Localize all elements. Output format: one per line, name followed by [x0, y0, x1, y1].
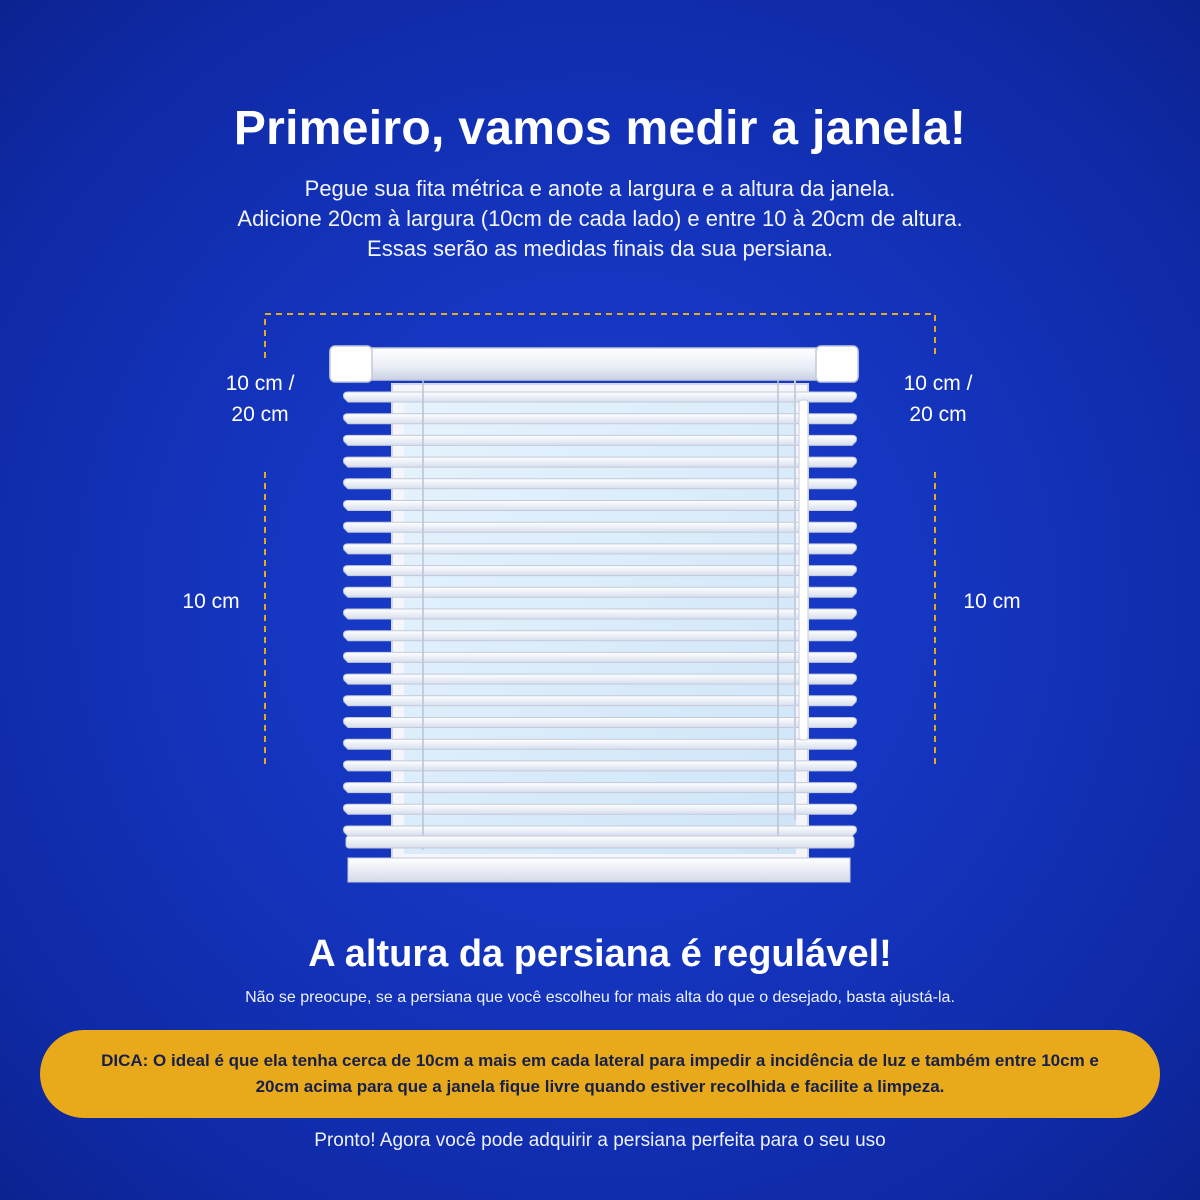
right-side-measurement: 10 cm — [963, 590, 1021, 613]
footer-text: Pronto! Agora você pode adquirir a persi… — [314, 1130, 886, 1151]
blind-slat — [343, 717, 857, 728]
blind-slat — [343, 825, 857, 837]
page-title: Primeiro, vamos medir a janela! — [233, 102, 967, 155]
blind-slat — [343, 651, 857, 663]
tilt-wand — [798, 399, 809, 741]
tip-text: DICA: O ideal é que ela tenha cerca de 1… — [101, 1051, 1099, 1096]
measurement-text: 10 cm / — [225, 372, 295, 395]
head-rail-body — [329, 347, 859, 381]
cord — [794, 380, 809, 820]
blind-slat — [343, 695, 857, 707]
blind-slat — [343, 782, 857, 794]
adjustable-note: Não se preocupe, se a persiana que você … — [245, 989, 955, 1006]
instructions: Pegue sua fita métrica e anote a largura… — [100, 174, 1100, 264]
bottom-rail — [345, 835, 855, 849]
blind-slat — [343, 586, 857, 598]
blind-slat — [343, 803, 857, 815]
adjustable-heading: A altura da persiana é regulável! — [308, 933, 892, 975]
blind-slat — [343, 456, 857, 468]
head-rail-end-cap-left — [329, 345, 373, 383]
left-side-measurement: 10 cm — [182, 590, 240, 613]
measurement-text: 20 cm — [909, 403, 967, 426]
blind-slat — [343, 478, 857, 490]
left-top-measurement: 10 cm / 20 cm — [210, 368, 310, 430]
blind-slat — [343, 543, 857, 555]
measurement-text: 10 cm / — [903, 372, 973, 395]
window-sill — [347, 857, 851, 883]
head-rail-end-cap-right — [815, 345, 859, 383]
instruction-line: Essas serão as medidas finais da sua per… — [367, 236, 833, 261]
blind-slat — [343, 391, 857, 403]
measurement-guides — [264, 313, 936, 768]
blind-slat — [343, 630, 857, 642]
blind-slat — [343, 434, 857, 446]
ladder-strings — [422, 380, 779, 850]
blind-slat — [343, 413, 857, 425]
blind-slat — [343, 760, 857, 772]
head-rail — [329, 345, 859, 383]
blind-slat — [343, 608, 857, 620]
top-width-guide — [264, 313, 936, 358]
measurement-text: 20 cm — [231, 403, 289, 426]
blind-slats — [343, 391, 857, 837]
instruction-line: Adicione 20cm à largura (10cm de cada la… — [237, 206, 963, 231]
blind-slat — [343, 500, 857, 511]
blind-slat — [343, 673, 857, 685]
blind-slat — [343, 565, 857, 577]
tip-banner: DICA: O ideal é que ela tenha cerca de 1… — [40, 1030, 1160, 1118]
right-top-measurement: 10 cm / 20 cm — [888, 368, 988, 430]
instruction-line: Pegue sua fita métrica e anote a largura… — [304, 176, 896, 201]
blind-slat — [343, 738, 857, 750]
blind-slat — [343, 521, 857, 533]
window-glass — [404, 392, 796, 854]
